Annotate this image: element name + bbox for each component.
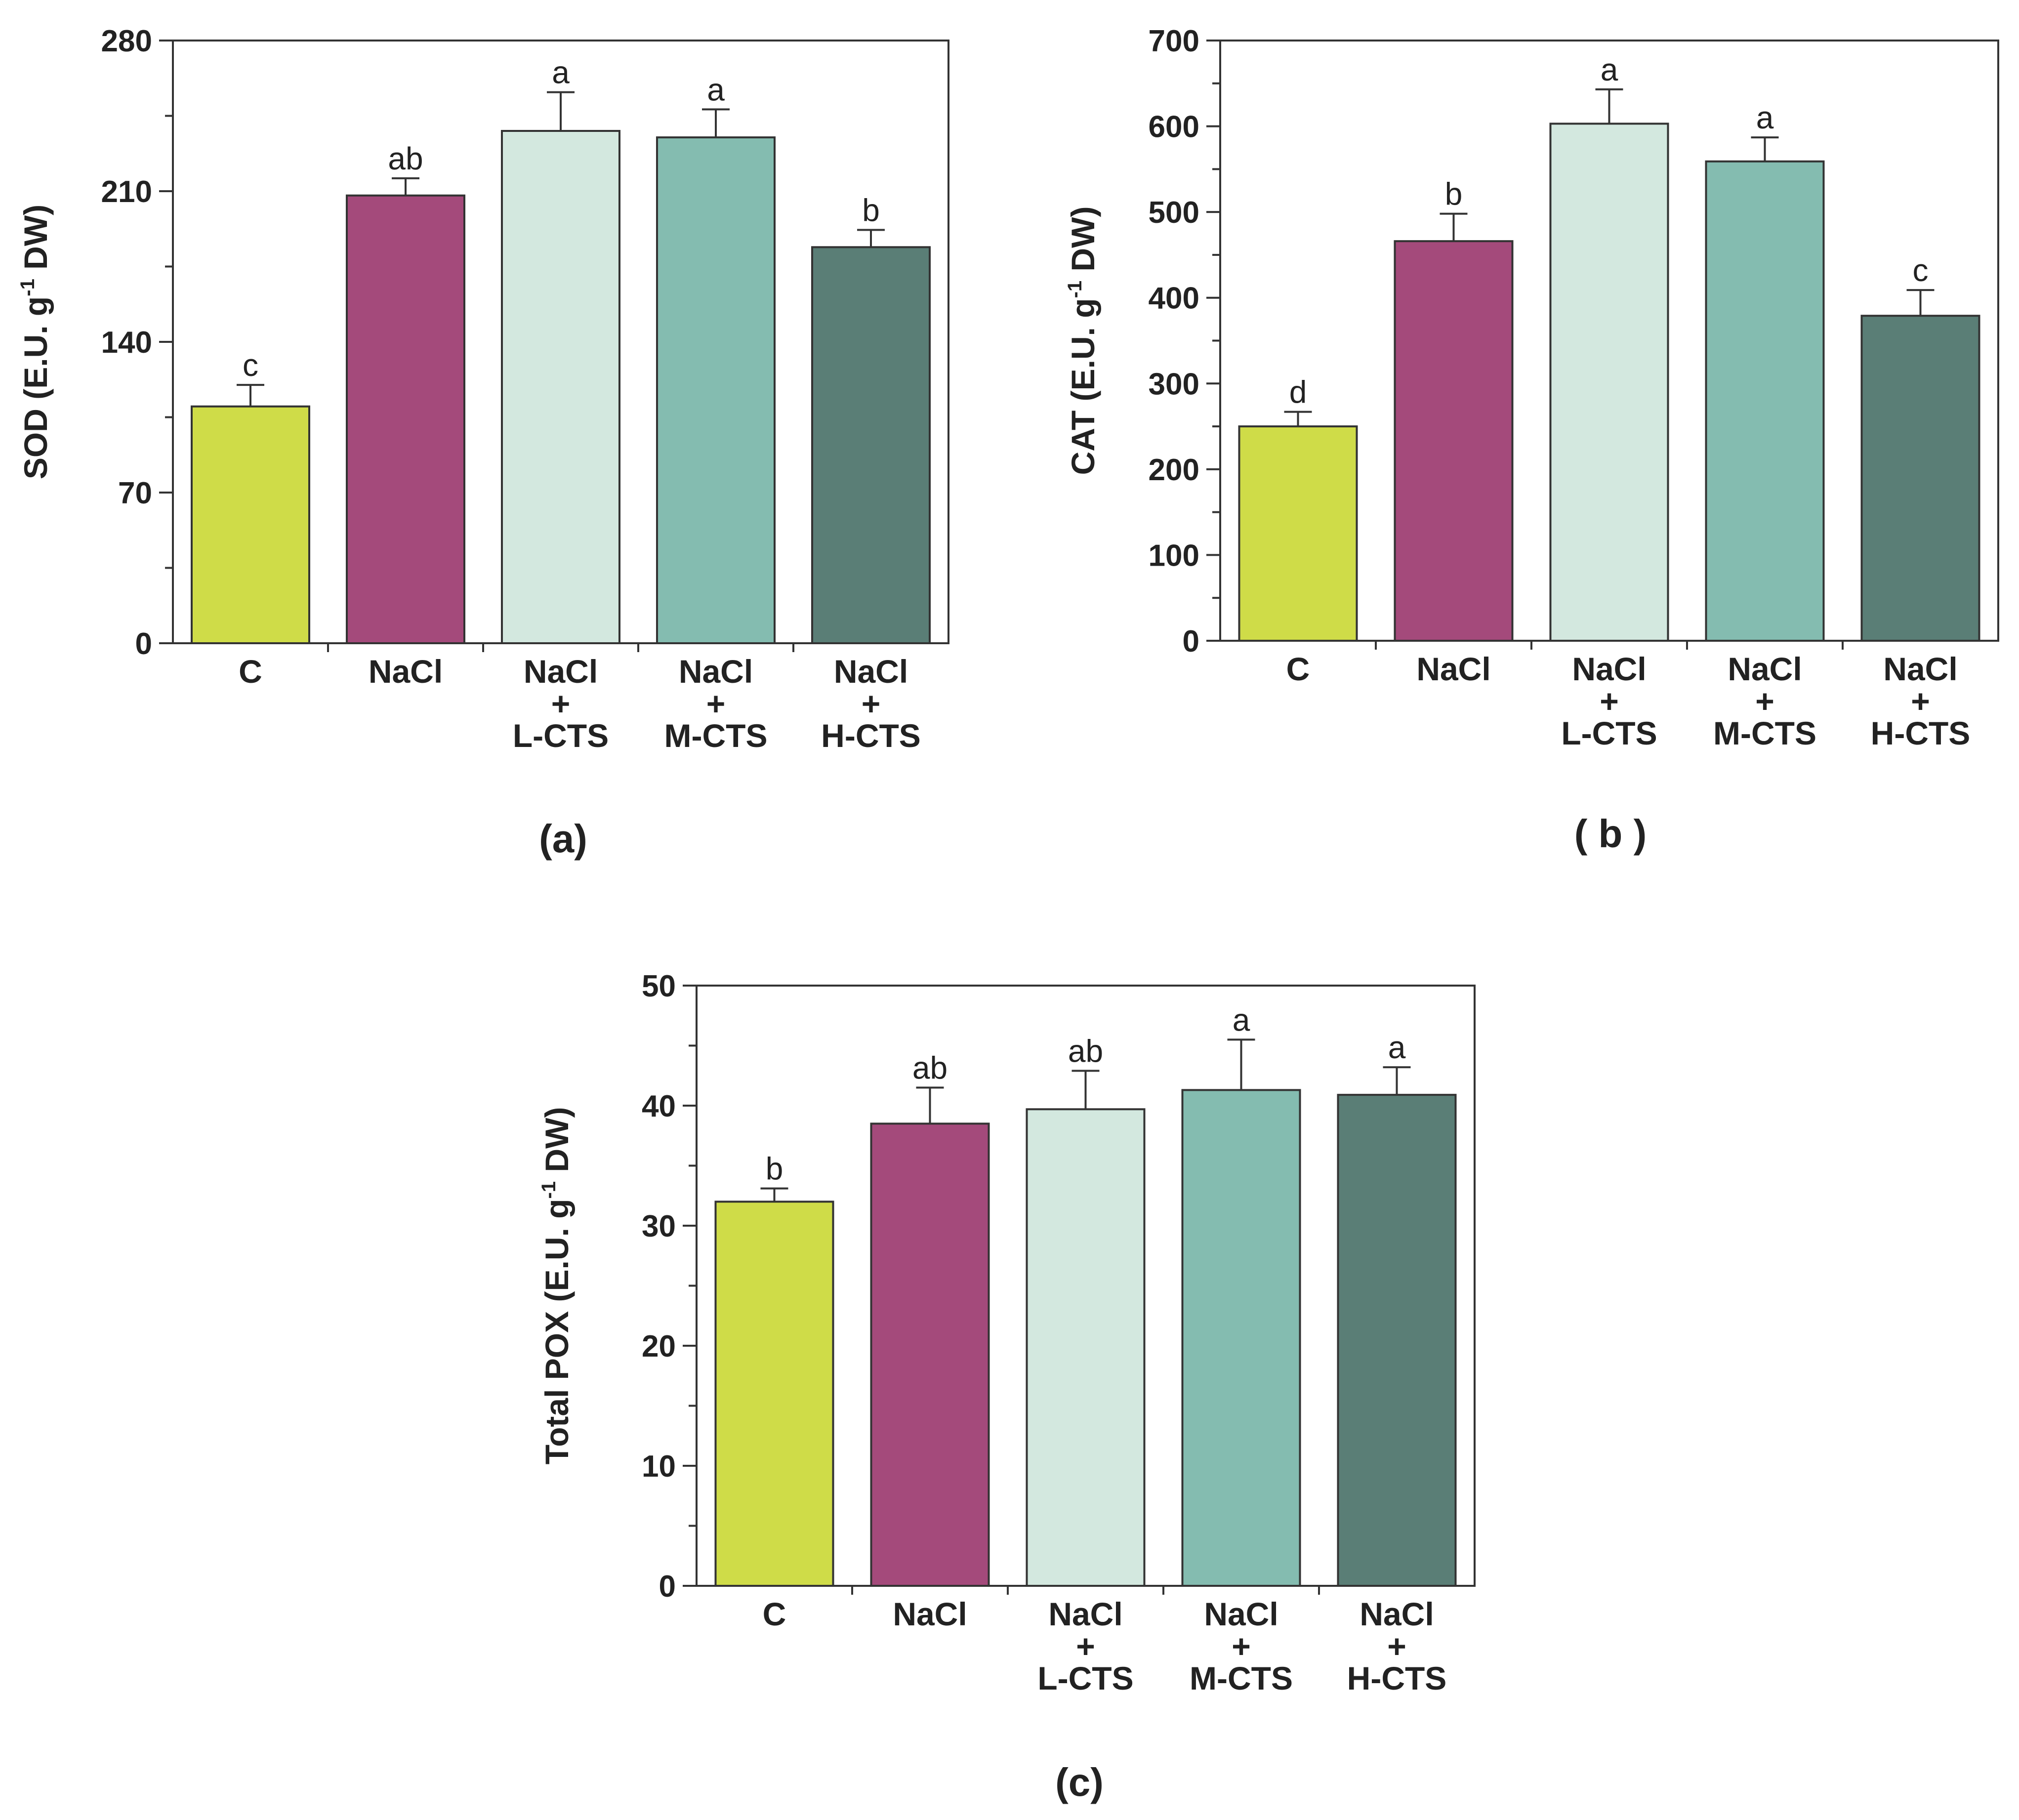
category-label: NaCl [1728,651,1802,687]
bar [714,1200,834,1587]
category-label: L-CTS [1037,1660,1133,1696]
y-tick-label: 200 [1149,453,1199,487]
category-label: + [551,685,571,722]
y-tick-label: 30 [642,1209,676,1243]
category-label: C [763,1596,786,1632]
bar [501,130,620,644]
bar [1026,1108,1146,1587]
significance-letter: a [1756,100,1774,135]
category-label: C [1286,651,1310,687]
category-label: L-CTS [1561,715,1657,751]
y-tick-label: 500 [1149,196,1199,230]
category-label: H-CTS [821,717,921,754]
category-label: H-CTS [1347,1660,1447,1696]
bar [1337,1094,1457,1587]
category-label: H-CTS [1871,715,1971,751]
category-label: + [706,685,726,722]
y-tick-label: 280 [101,24,152,58]
significance-letter: a [707,72,725,107]
significance-letter: b [1445,176,1463,212]
category-label: NaCl [369,653,443,690]
category-label: NaCl [1360,1596,1434,1632]
bar [1549,123,1669,642]
y-tick-label: 50 [642,969,676,1003]
bar [1238,425,1358,642]
bar [1705,160,1825,642]
y-tick-label: 0 [1183,624,1199,659]
significance-letter: a [1601,52,1618,87]
significance-letter: d [1289,374,1307,410]
significance-letter: c [243,347,258,383]
y-tick-label: 0 [135,627,152,661]
significance-letter: c [1913,252,1929,288]
category-label: + [1600,683,1619,719]
category-label: + [1755,683,1774,719]
bar [191,405,310,644]
y-tick-label: 20 [642,1329,676,1364]
y-tick-label: 600 [1149,110,1199,144]
y-tick-label: 400 [1149,282,1199,316]
significance-letter: a [1388,1030,1406,1065]
y-axis-label: Total POX (E.U. g-1 DW) [538,1107,575,1465]
y-tick-label: 70 [118,476,152,510]
category-label: + [1076,1628,1095,1664]
category-label: NaCl [893,1596,967,1632]
category-label: + [1387,1628,1406,1664]
bar [346,194,465,644]
category-label: M-CTS [1190,1660,1293,1696]
category-label: + [862,685,881,722]
category-label: NaCl [834,653,908,690]
category-label: NaCl [1204,1596,1278,1632]
bar [870,1122,990,1587]
category-label: + [1911,683,1930,719]
bar [1181,1089,1301,1587]
category-label: M-CTS [1713,715,1816,751]
bar [1860,315,1980,642]
bar [811,246,931,644]
category-label: C [239,653,262,690]
y-tick-label: 10 [642,1449,676,1484]
category-label: NaCl [679,653,753,690]
y-axis-label: CAT (E.U. g-1 DW) [1064,207,1101,475]
panel-label: (a) [539,817,587,861]
category-label: + [1232,1628,1251,1664]
category-label: NaCl [524,653,598,690]
y-tick-label: 210 [101,175,152,209]
significance-letter: b [862,192,880,228]
y-tick-label: 0 [659,1570,676,1604]
significance-letter: ab [1068,1034,1103,1069]
category-label: NaCl [1416,651,1490,687]
category-label: NaCl [1048,1596,1122,1632]
y-tick-label: 40 [642,1089,676,1123]
significance-letter: a [552,55,570,90]
category-label: NaCl [1883,651,1957,687]
significance-letter: b [766,1151,783,1187]
category-label: M-CTS [664,717,768,754]
bar [656,136,776,645]
y-tick-label: 700 [1149,24,1199,58]
category-label: L-CTS [513,717,609,754]
y-tick-label: 140 [101,326,152,360]
panel-label: ( b ) [1574,812,1647,856]
category-label: NaCl [1572,651,1646,687]
panel-label: (c) [1055,1760,1104,1804]
y-tick-label: 300 [1149,367,1199,401]
y-axis-label: SOD (E.U. g-1 DW) [17,205,54,479]
bar [1394,240,1514,642]
significance-letter: ab [912,1050,948,1086]
y-tick-label: 100 [1149,538,1199,573]
significance-letter: a [1233,1002,1250,1037]
significance-letter: ab [388,141,423,176]
